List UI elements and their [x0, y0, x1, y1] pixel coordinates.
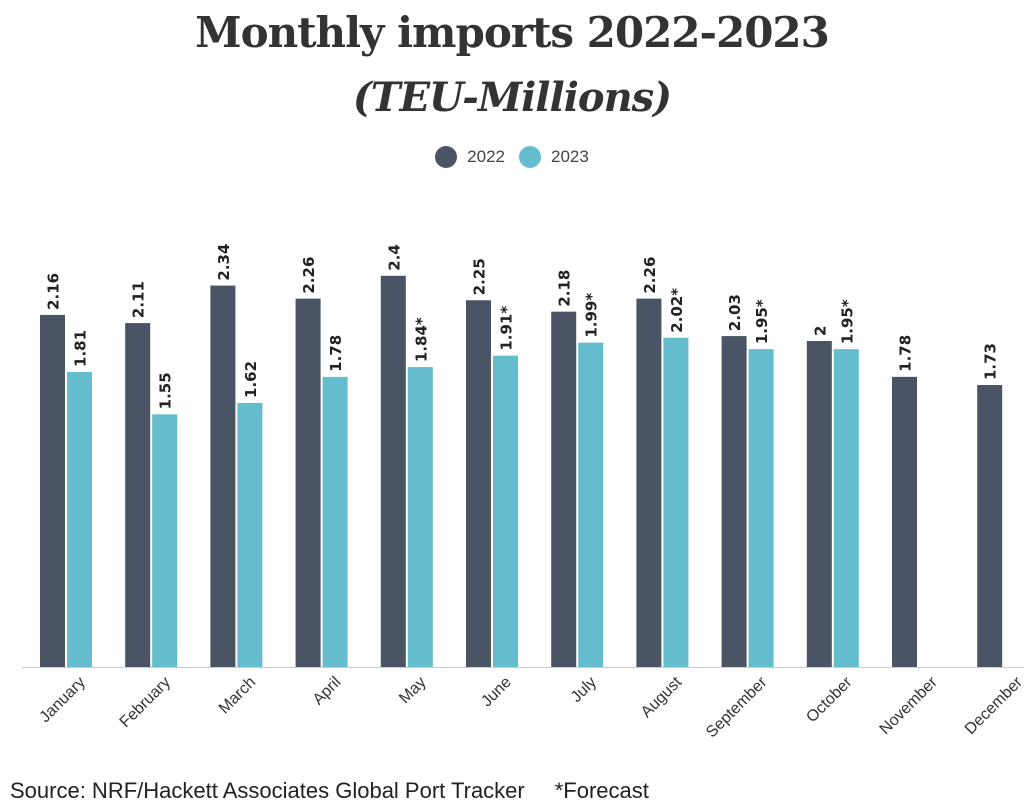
legend-item-2023: 2023: [519, 146, 589, 168]
source-note: Source: NRF/Hackett Associates Global Po…: [10, 778, 525, 803]
bar-2023-june: [493, 355, 518, 667]
x-tick-label-march: March: [216, 674, 259, 717]
x-tick-label-november: November: [877, 673, 942, 738]
bar-2022-may: [380, 275, 406, 667]
data-label-2022-july: 2.18: [556, 270, 574, 307]
bar-2023-january: [67, 371, 92, 667]
bar-2022-july: [551, 311, 577, 667]
data-label-2022-september: 2.03: [726, 294, 744, 331]
data-label-2022-march: 2.34: [215, 244, 233, 281]
legend: 2022 2023: [0, 146, 1024, 168]
bar-2023-february: [152, 414, 178, 667]
bar-2022-april: [295, 298, 321, 667]
bar-2022-december: [977, 385, 1003, 667]
x-tick-label-january: January: [37, 674, 89, 726]
data-label-2022-october: 2: [811, 326, 829, 336]
data-label-2023-august: 2.02*: [668, 288, 686, 333]
x-tick-label-october: October: [803, 673, 856, 726]
data-label-2023-october: 1.95*: [838, 299, 856, 344]
bar-2023-august: [663, 337, 689, 667]
bar-2023-april: [322, 376, 348, 667]
bar-2022-november: [892, 376, 917, 667]
data-label-2022-february: 2.11: [130, 281, 148, 318]
bar-chart: 2.16 1.81 January 2.11 1.55 February 2.34 1.62 M…: [22, 244, 1024, 741]
bar-2022-september: [721, 336, 747, 667]
chart-subtitle: (TEU-Millions): [352, 74, 672, 121]
legend-label-2023: 2023: [551, 147, 589, 166]
legend-item-2022: 2022: [435, 146, 505, 168]
data-label-2023-april: 1.78: [327, 335, 345, 372]
data-label-2022-june: 2.25: [471, 258, 489, 295]
data-label-2022-january: 2.16: [45, 273, 63, 310]
data-label-2022-april: 2.26: [300, 257, 318, 294]
x-tick-label-june: June: [478, 674, 515, 711]
data-label-2023-june: 1.91*: [498, 306, 516, 351]
bar-2023-may: [407, 367, 433, 667]
data-label-2022-august: 2.26: [641, 257, 659, 294]
x-tick-label-april: April: [310, 674, 345, 709]
bar-2023-july: [578, 342, 604, 667]
bar-2023-september: [748, 349, 774, 667]
bar-2022-january: [40, 314, 65, 667]
legend-swatch-2023: [519, 146, 541, 168]
data-label-2023-january: 1.81: [72, 330, 90, 367]
data-label-2022-november: 1.78: [897, 335, 915, 372]
x-tick-label-august: August: [638, 673, 686, 721]
bar-2023-october: [833, 349, 859, 667]
bar-2023-march: [237, 402, 263, 667]
chart-title: Monthly imports 2022-2023: [195, 8, 830, 57]
x-tick-label-february: February: [117, 674, 174, 731]
data-label-2022-december: 1.73: [982, 343, 1000, 380]
data-label-2023-september: 1.95*: [753, 299, 771, 344]
data-label-2023-march: 1.62: [242, 361, 260, 398]
bar-2022-february: [125, 323, 151, 667]
forecast-note: *Forecast: [554, 778, 649, 803]
x-tick-label-may: May: [396, 674, 429, 707]
x-tick-label-september: September: [703, 673, 771, 741]
data-label-2023-may: 1.84*: [412, 317, 430, 362]
data-label-2023-july: 1.99*: [583, 293, 601, 338]
x-tick-label-july: July: [568, 674, 600, 706]
x-tick-label-december: December: [962, 673, 1024, 738]
bar-2022-august: [636, 298, 662, 667]
footer: Source: NRF/Hackett Associates Global Po…: [10, 778, 649, 804]
legend-label-2022: 2022: [467, 147, 505, 166]
data-label-2022-may: 2.4: [385, 244, 403, 271]
data-label-2023-february: 1.55: [157, 372, 175, 409]
legend-swatch-2022: [435, 146, 458, 168]
bar-2022-october: [806, 341, 832, 667]
bar-2022-march: [210, 285, 236, 667]
bar-2022-june: [466, 300, 491, 667]
